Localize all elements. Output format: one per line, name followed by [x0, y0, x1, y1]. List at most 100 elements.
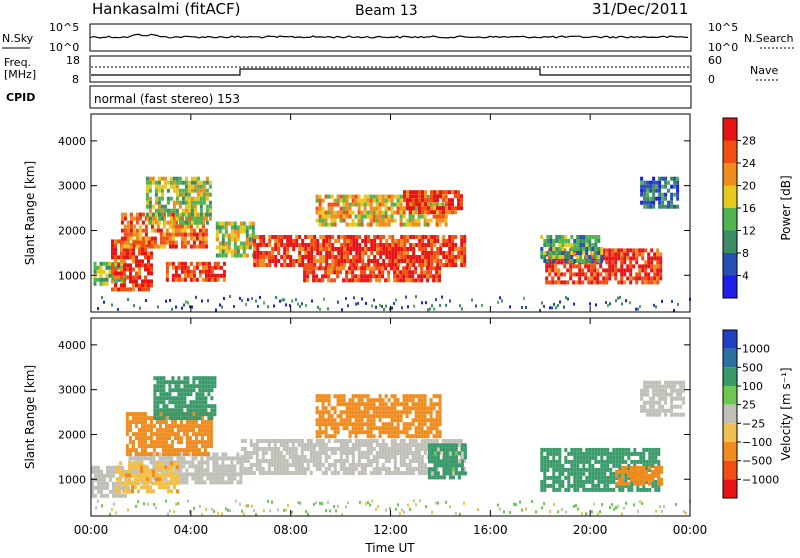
velocity-cell [129, 428, 132, 432]
power-cell [190, 262, 193, 266]
power-cell [355, 243, 358, 247]
velocity-cell [428, 451, 431, 455]
velocity-cell [298, 439, 301, 443]
velocity-cell [403, 426, 406, 430]
vel-speckle-cell [313, 503, 315, 506]
power-cell [590, 264, 593, 268]
power-cell [463, 251, 466, 255]
power-cell [406, 251, 409, 255]
velocity-cell [673, 413, 676, 417]
velocity-cell [310, 471, 313, 475]
power-cell [599, 272, 602, 276]
power-cell [409, 203, 412, 207]
velocity-cell [600, 480, 603, 484]
power-cell [557, 260, 560, 264]
velocity-cell [618, 452, 621, 456]
vel-speckle-cell [199, 505, 201, 508]
power-cell [199, 245, 202, 249]
power-cell [361, 251, 364, 255]
velocity-cell [161, 469, 164, 473]
velocity-cell [262, 447, 265, 451]
velocity-cell [161, 461, 164, 465]
velocity-cell [150, 444, 153, 448]
velocity-cell [349, 467, 352, 471]
power-cell [191, 197, 194, 201]
power-cell [369, 266, 372, 270]
velocity-cell [640, 405, 643, 409]
power-cell [150, 267, 153, 271]
power-cell [640, 201, 643, 205]
velocity-cell [132, 420, 135, 424]
power-cell [343, 211, 346, 215]
power-cell [129, 287, 132, 291]
velocity-cell [124, 494, 127, 498]
velocity-cell [654, 452, 657, 456]
velocity-cell [337, 430, 340, 434]
power-cell [138, 287, 141, 291]
power-cell [348, 266, 351, 270]
power-cell [635, 272, 638, 276]
velocity-cell [627, 448, 630, 452]
velocity-cell [325, 471, 328, 475]
velocity-cell [109, 470, 112, 474]
power-cell [439, 210, 442, 214]
velocity-cell [633, 478, 636, 482]
velocity-cell [289, 451, 292, 455]
velocity-cell [421, 402, 424, 406]
velocity-cell [418, 430, 421, 434]
velocity-cell [295, 467, 298, 471]
velocity-cell [612, 464, 615, 468]
velocity-cell [343, 451, 346, 455]
power-cell [187, 241, 190, 245]
power-cell [463, 259, 466, 263]
velocity-cell [409, 451, 412, 455]
power-cell [150, 263, 153, 267]
velocity-cell [430, 430, 433, 434]
velocity-cell [412, 443, 415, 447]
velocity-cell [143, 456, 146, 460]
velocity-cell [174, 452, 177, 456]
power-cell [246, 254, 249, 258]
velocity-cell [165, 392, 168, 396]
power-cell [614, 264, 617, 268]
velocity-cell [415, 402, 418, 406]
power-cell [349, 239, 352, 243]
power-cell [346, 247, 349, 251]
velocity-cell [679, 385, 682, 389]
velocity-cell [140, 473, 143, 477]
power-speckle-cell [381, 305, 383, 308]
velocity-cell [301, 471, 304, 475]
power-cell [321, 278, 324, 282]
power-cell [146, 197, 149, 201]
velocity-cell [167, 456, 170, 460]
velocity-cell [403, 455, 406, 459]
velocity-cell [361, 471, 364, 475]
velocity-cell [207, 412, 210, 416]
velocity-cell [397, 414, 400, 418]
velocity-cell [215, 460, 218, 464]
velocity-cell [141, 436, 144, 440]
power-cell [653, 268, 656, 272]
velocity-cell [412, 406, 415, 410]
power-cell [605, 256, 608, 260]
power-cell [147, 255, 150, 259]
velocity-cell [367, 422, 370, 426]
velocity-cell [585, 468, 588, 472]
velocity-cell [152, 464, 155, 468]
velocity-cell [606, 488, 609, 492]
power-cell [448, 259, 451, 263]
power-cell [346, 215, 349, 219]
power-cell [253, 235, 256, 239]
velocity-cell [204, 448, 207, 452]
velocity-cell [195, 384, 198, 388]
power-cell [591, 247, 594, 251]
velocity-cell [207, 384, 210, 388]
power-cell [436, 235, 439, 239]
velocity-cell [119, 473, 122, 477]
velocity-cell [597, 452, 600, 456]
power-colorbar-label: Power [dB] [779, 175, 793, 240]
velocity-cell [265, 451, 268, 455]
velocity-cell [585, 488, 588, 492]
velocity-cell [555, 476, 558, 480]
velocity-cell [540, 448, 543, 452]
